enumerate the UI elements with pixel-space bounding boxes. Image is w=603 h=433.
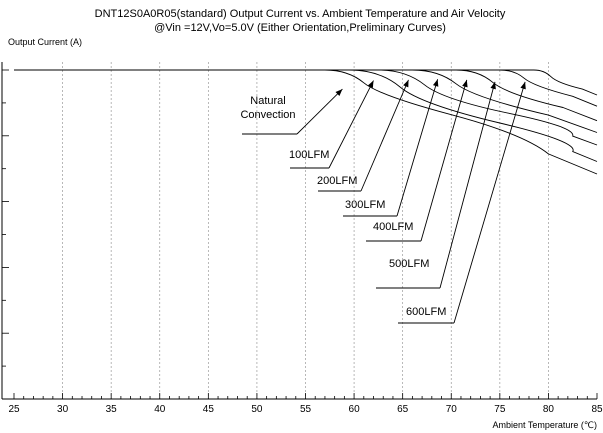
tick-layer: 25303540455055606570758085012345 [0, 66, 603, 415]
leader-diag-2 [360, 79, 409, 192]
series-line-1 [14, 69, 598, 162]
annotation-label-2: 200LFM [317, 175, 357, 187]
x-tick-label-50: 50 [251, 404, 263, 415]
x-tick-label-80: 80 [543, 404, 555, 415]
arrowhead-2 [403, 79, 409, 88]
series-line-3 [14, 69, 598, 133]
leader-diag-0 [296, 88, 343, 135]
annotation-label-0-line2: Convection [240, 109, 295, 121]
x-tick-label-85: 85 [591, 404, 603, 415]
series-line-2 [14, 69, 598, 146]
series-line-6 [14, 69, 598, 96]
arrowhead-6 [520, 81, 526, 90]
axes-layer [1, 62, 597, 400]
annotation-layer: Natural Convection 100LFM 200LFM 300LFM 400LF… [240, 79, 526, 324]
annotation-label-3: 300LFM [345, 199, 385, 211]
x-tick-label-55: 55 [300, 404, 312, 415]
chart-title: DNT12S0A0R05(standard) Output Current vs… [95, 8, 506, 20]
series-line-0 [14, 69, 598, 175]
series-layer [14, 69, 598, 175]
leader-diag-3 [396, 79, 439, 217]
x-tick-label-75: 75 [494, 404, 506, 415]
annotation-label-5: 500LFM [389, 258, 429, 270]
x-tick-label-25: 25 [8, 404, 20, 415]
x-tick-label-40: 40 [154, 404, 166, 415]
annotation-label-6: 600LFM [406, 306, 446, 318]
leader-diag-5 [439, 81, 496, 289]
x-tick-label-45: 45 [203, 404, 215, 415]
x-tick-label-60: 60 [349, 404, 361, 415]
x-tick-label-30: 30 [57, 404, 69, 415]
annotation-label-1: 100LFM [289, 149, 329, 161]
arrowhead-0 [335, 89, 343, 96]
y-axis-label: Output Current (A) [8, 37, 82, 47]
x-axis-label: Ambient Temperature (℃) [493, 420, 597, 430]
x-tick-label-35: 35 [106, 404, 118, 415]
grid-layer [62, 62, 549, 399]
arrowhead-3 [432, 79, 439, 87]
leader-diag-4 [420, 79, 468, 242]
arrowhead-4 [462, 79, 468, 88]
annotation-label-4: 400LFM [373, 221, 413, 233]
x-tick-label-65: 65 [397, 404, 409, 415]
leader-diag-6 [453, 81, 526, 324]
chart-subtitle: @Vin =12V,Vo=5.0V (Either Orientation,Pr… [154, 22, 446, 34]
arrowhead-5 [490, 81, 496, 90]
leader-diag-1 [328, 80, 374, 169]
annotation-label-0: Natural [250, 95, 285, 107]
x-tick-label-70: 70 [446, 404, 458, 415]
arrowhead-1 [367, 80, 374, 89]
series-line-4 [14, 69, 598, 122]
